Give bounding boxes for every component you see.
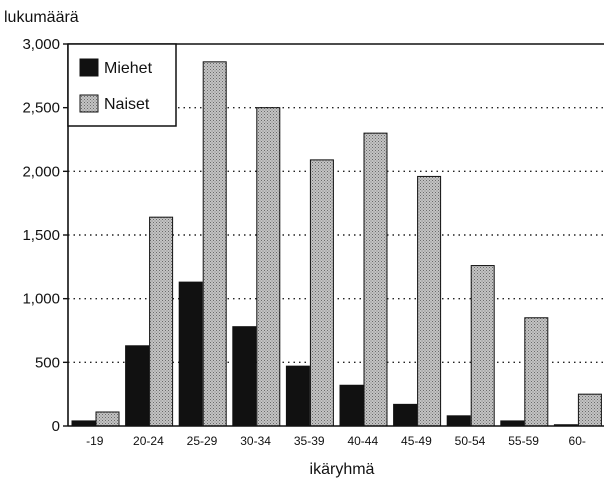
bar-miehet-45-49 (393, 403, 418, 427)
bar-miehet-25-29 (178, 281, 203, 427)
x-tick-label: 30-34 (240, 434, 271, 448)
x-tick-label: 25-29 (187, 434, 218, 448)
bar-miehet-50-54 (446, 415, 471, 427)
bar-miehet-40-44 (339, 384, 364, 427)
bar-naiset--19 (95, 411, 120, 427)
y-tick-label: 0 (52, 418, 60, 435)
x-tick-label: 35-39 (294, 434, 325, 448)
x-tick-label: 20-24 (133, 434, 164, 448)
bar-naiset-50-54 (470, 265, 495, 427)
bars-group (71, 61, 602, 427)
legend-frame (67, 43, 177, 127)
y-tick-label: 500 (35, 354, 60, 371)
y-tick-label: 1,000 (22, 291, 60, 308)
bar-naiset-60- (577, 393, 602, 427)
y-axis-title: lukumäärä (4, 9, 79, 26)
y-tick-label: 2,500 (22, 100, 60, 117)
bar-miehet-30-34 (232, 326, 257, 427)
bar-naiset-30-34 (256, 107, 281, 427)
bar-naiset-45-49 (417, 175, 442, 427)
bar-naiset-20-24 (149, 216, 174, 427)
legend-swatch-miehet (79, 58, 99, 77)
x-tick-label: 45-49 (401, 434, 432, 448)
bar-naiset-25-29 (202, 61, 227, 427)
y-tick-label: 3,000 (22, 36, 60, 53)
x-tick-label: 55-59 (508, 434, 539, 448)
legend-swatch-naiset (79, 94, 99, 113)
x-tick-label: 50-54 (455, 434, 486, 448)
x-tick-label: -19 (86, 434, 104, 448)
y-tick-labels: 0 500 1,000 1,500 2,000 2,500 3,000 (22, 36, 60, 435)
bar-naiset-55-59 (524, 317, 549, 427)
y-tick-label: 1,500 (22, 227, 60, 244)
bar-miehet-20-24 (125, 345, 150, 427)
legend-label-naiset: Naiset (104, 96, 150, 113)
bar-miehet-35-39 (285, 365, 310, 427)
x-tick-label: 40-44 (347, 434, 378, 448)
x-tick-labels: -19 20-24 25-29 30-34 35-39 40-44 45-49 50-54 55… (86, 434, 586, 448)
gridlines (68, 106, 604, 364)
y-tick-label: 2,000 (22, 163, 60, 180)
x-axis-title: ikäryhmä (310, 461, 375, 478)
legend-label-miehet: Miehet (104, 60, 153, 77)
legend: Miehet Naiset (67, 43, 177, 127)
bar-naiset-35-39 (309, 159, 334, 427)
x-tick-label: 60- (569, 434, 586, 448)
bar-naiset-40-44 (363, 132, 388, 427)
